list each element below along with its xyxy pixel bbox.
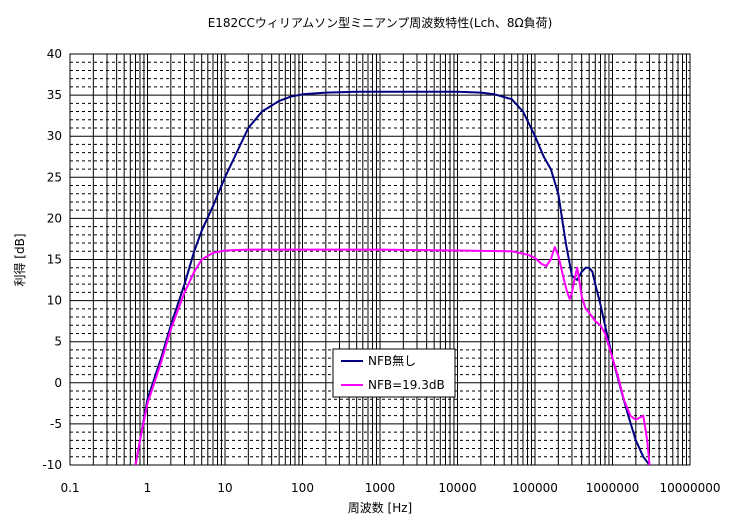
major-grid <box>69 53 690 466</box>
y-axis-label: 利得 [dB] <box>12 233 27 286</box>
legend-box <box>332 348 456 398</box>
y-tick-label: 15 <box>47 253 62 267</box>
x-tick-labels: 0.1 1 10 100 1000 10000 100000 1000000 10000000 <box>60 481 720 495</box>
x-tick-label: 10000000 <box>659 481 720 495</box>
series-layer <box>134 90 651 466</box>
y-tick-label: 0 <box>54 376 62 390</box>
x-tick-label: 0.1 <box>60 481 79 495</box>
series-line-0 <box>134 90 651 466</box>
y-tick-label: 20 <box>47 211 62 225</box>
x-tick-label: 1000 <box>365 481 396 495</box>
plot-area-frame <box>69 53 691 466</box>
y-tick-label: 30 <box>47 129 62 143</box>
y-tick-label: -10 <box>42 458 62 472</box>
x-tick-label: 1 <box>144 481 152 495</box>
series-line-1 <box>134 246 651 466</box>
x-tick-label: 10 <box>217 481 232 495</box>
legend-label-nfb-none: NFB無し <box>368 353 416 368</box>
x-axis-label: 周波数 [Hz] <box>348 500 413 515</box>
x-tick-label: 100 <box>291 481 314 495</box>
x-tick-label: 100000 <box>512 481 558 495</box>
x-tick-label: 1000000 <box>586 481 639 495</box>
legend: NFB無し NFB=19.3dB <box>332 348 456 398</box>
y-tick-label: 40 <box>47 47 62 61</box>
legend-label-nfb-19-3db: NFB=19.3dB <box>368 378 445 392</box>
y-tick-label: -5 <box>50 417 62 431</box>
y-tick-label: 10 <box>47 294 62 308</box>
chart-title: E182CCウィリアムソン型ミニアンプ周波数特性(Lch、8Ω負荷) <box>208 15 553 30</box>
y-tick-label: 5 <box>54 335 62 349</box>
y-tick-label: 35 <box>47 88 62 102</box>
y-tick-labels: -10 -5 0 5 10 15 20 25 30 35 40 <box>42 47 62 472</box>
y-tick-label: 25 <box>47 170 62 184</box>
x-tick-label: 10000 <box>438 481 476 495</box>
